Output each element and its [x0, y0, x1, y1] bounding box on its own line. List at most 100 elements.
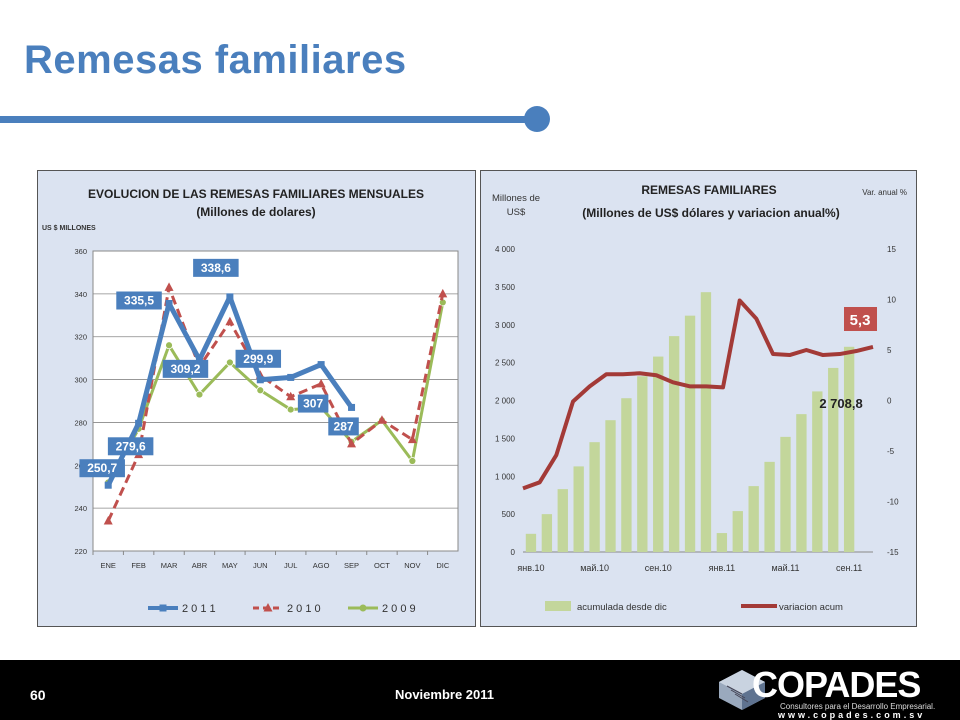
footer-bar [0, 660, 960, 720]
series-point-0 [104, 481, 112, 489]
series-point-1 [407, 434, 417, 444]
logo-url: www.copades.com.sv [778, 710, 926, 720]
copades-logo [705, 660, 960, 720]
logo-tagline: Consultores para el Desarrollo Empresari… [780, 702, 936, 711]
data-label-box [162, 359, 209, 378]
cumulative-remittances-chart: REMESAS FAMILIARES (Millones de US$ dólar… [492, 183, 907, 613]
x-tick-label: OCT [374, 561, 390, 570]
data-label-box [297, 394, 329, 413]
data-label-box [79, 459, 125, 478]
y-tick-label: 240 [74, 504, 87, 513]
monthly-remittances-chart-panel: EVOLUCION DE LAS REMESAS FAMILIARES MENS… [37, 170, 476, 627]
series-point-1 [164, 282, 174, 291]
y-axis-label-right: Var. anual % [862, 188, 907, 197]
x-tick-label: NOV [404, 561, 420, 570]
legend-swatch-bars [545, 601, 571, 611]
title-underline-dot [524, 106, 550, 132]
bar [764, 461, 775, 552]
x-tick-label: AGO [313, 561, 330, 570]
bar [732, 511, 743, 552]
x-tick-label: ENE [100, 561, 115, 570]
logo-name: COPADES [752, 664, 921, 705]
y-tick-label-left: 3 500 [495, 283, 516, 292]
x-tick-label: MAR [161, 561, 178, 570]
data-label: 335,5 [124, 294, 154, 308]
y-axis-label-left: Millones de US$ [492, 193, 540, 218]
bar [812, 391, 823, 552]
legend-label-bars: acumulada desde dic [577, 602, 667, 613]
bar [828, 367, 839, 552]
data-label-box [107, 437, 154, 456]
legend-label: 2 0 1 1 [182, 603, 216, 615]
y-tick-label-right: -10 [887, 498, 899, 507]
y-tick-label-left: 2 000 [495, 397, 516, 406]
y-tick-label: 360 [74, 247, 87, 256]
y-tick-label-right: -15 [887, 548, 899, 557]
series-point-2 [286, 405, 295, 414]
x-tick-label: май.11 [771, 563, 799, 573]
y-tick-label-left: 3 000 [495, 321, 516, 330]
page-number: 60 [30, 687, 46, 703]
bar [716, 533, 728, 552]
data-label: 309,2 [170, 362, 200, 376]
footer-date: Noviembre 2011 [395, 687, 495, 702]
annotation-variation: 5,3 [850, 312, 871, 329]
chart-title: REMESAS FAMILIARES [641, 183, 776, 197]
series-point-2 [165, 341, 173, 350]
series-point-1 [347, 438, 357, 448]
bar [573, 466, 584, 552]
y-tick-label-right: 15 [887, 245, 896, 254]
y-tick-label-left: 0 [511, 548, 516, 557]
x-tick-label: JUN [253, 561, 268, 570]
title-underline [0, 116, 532, 123]
bar [700, 292, 712, 552]
bar [525, 533, 537, 552]
series-point-0 [256, 376, 264, 384]
data-label: 299,9 [243, 352, 273, 366]
y-tick-label-left: 500 [502, 510, 516, 519]
x-tick-label: сен.11 [836, 563, 862, 573]
series-point-1 [316, 378, 326, 388]
legend-marker [159, 604, 167, 612]
y-tick-label: 220 [74, 547, 87, 556]
bar [748, 486, 759, 552]
chart-subtitle: (Millones de dolares) [196, 205, 315, 219]
series-point-2 [225, 358, 234, 367]
annotation-box-variation [844, 307, 877, 331]
y-tick-label-left: 1 500 [495, 434, 516, 443]
bar [843, 346, 855, 552]
slide-title: Remesas familiares [24, 38, 407, 82]
y-tick-label-left: 4 000 [495, 245, 516, 254]
series-point-1 [438, 288, 448, 298]
series-point-0 [135, 419, 143, 427]
y-tick-label-right: 10 [887, 296, 896, 305]
cumulative-remittances-chart-panel: REMESAS FAMILIARES (Millones de US$ dólar… [480, 170, 917, 627]
data-label-box [235, 349, 282, 368]
series-point-2 [408, 457, 417, 465]
data-label: 279,6 [116, 439, 146, 453]
series-point-1 [286, 391, 296, 401]
x-tick-label: MAY [222, 561, 238, 570]
y-tick-label: 280 [74, 418, 87, 427]
bar [653, 356, 664, 552]
bar [589, 442, 600, 552]
y-tick-label-right: -5 [887, 447, 895, 456]
bar [621, 398, 632, 552]
chart-title: EVOLUCION DE LAS REMESAS FAMILIARES MENS… [88, 187, 424, 201]
x-tick-label: DIC [436, 561, 450, 570]
data-label-box [116, 291, 162, 310]
series-point-1 [225, 316, 235, 326]
bar [668, 336, 680, 552]
legend-label-line: variacion acum [779, 602, 843, 613]
bar [780, 436, 791, 552]
legend-label: 2 0 1 0 [287, 603, 321, 615]
series-point-0 [317, 361, 325, 369]
x-tick-label: FEB [131, 561, 146, 570]
x-tick-label: JUL [284, 561, 297, 570]
y-tick-label-left: 2 500 [495, 359, 516, 368]
series-point-0 [287, 373, 295, 381]
y-axis-label: US $ MILLONES [42, 225, 96, 232]
series-point-1 [377, 415, 387, 424]
bar [605, 420, 616, 552]
data-label: 338,6 [201, 261, 231, 275]
